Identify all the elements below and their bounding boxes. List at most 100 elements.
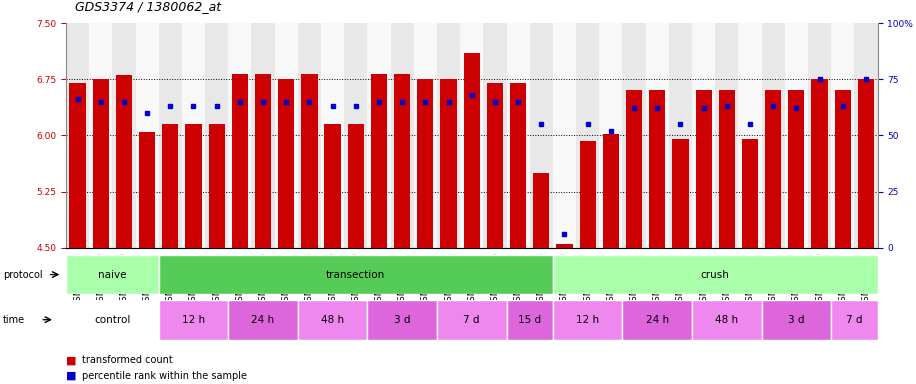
Bar xyxy=(367,300,437,340)
Bar xyxy=(209,124,224,248)
Bar xyxy=(507,23,529,248)
Bar xyxy=(533,173,550,248)
Bar xyxy=(324,124,341,248)
Bar xyxy=(394,74,410,248)
Bar xyxy=(785,23,808,248)
Bar xyxy=(553,255,878,294)
Bar xyxy=(463,53,480,248)
Bar xyxy=(669,23,692,248)
Bar xyxy=(115,76,132,248)
Text: 12 h: 12 h xyxy=(182,314,205,325)
Bar xyxy=(484,23,507,248)
Bar xyxy=(715,23,738,248)
Text: control: control xyxy=(94,314,130,325)
Bar xyxy=(301,74,318,248)
Bar xyxy=(529,23,553,248)
Bar xyxy=(205,23,228,248)
Text: 3 d: 3 d xyxy=(788,314,804,325)
Text: ■: ■ xyxy=(66,371,80,381)
Bar xyxy=(507,300,553,340)
Bar xyxy=(789,91,804,248)
Bar xyxy=(692,300,761,340)
Bar xyxy=(298,300,367,340)
Bar xyxy=(139,132,155,248)
Bar xyxy=(93,79,109,248)
Bar xyxy=(185,124,202,248)
Bar xyxy=(672,139,689,248)
Bar xyxy=(252,23,275,248)
Bar xyxy=(626,91,642,248)
Bar xyxy=(255,74,271,248)
Bar xyxy=(812,79,828,248)
Bar xyxy=(603,134,619,248)
Text: crush: crush xyxy=(701,270,730,280)
Bar xyxy=(719,91,735,248)
Bar xyxy=(89,23,113,248)
Text: 3 d: 3 d xyxy=(394,314,410,325)
Bar xyxy=(831,300,878,340)
Bar xyxy=(348,124,364,248)
Bar xyxy=(158,255,553,294)
Bar xyxy=(556,244,572,248)
Bar xyxy=(275,23,298,248)
Bar xyxy=(831,23,855,248)
Bar xyxy=(761,300,831,340)
Text: transection: transection xyxy=(326,270,386,280)
Text: 48 h: 48 h xyxy=(715,314,738,325)
Bar xyxy=(321,23,344,248)
Text: GDS3374 / 1380062_at: GDS3374 / 1380062_at xyxy=(75,0,222,13)
Bar xyxy=(66,255,158,294)
Bar xyxy=(441,79,457,248)
Bar xyxy=(692,23,715,248)
Bar xyxy=(553,23,576,248)
Text: 7 d: 7 d xyxy=(463,314,480,325)
Text: percentile rank within the sample: percentile rank within the sample xyxy=(82,371,247,381)
Bar xyxy=(460,23,484,248)
Bar xyxy=(510,83,526,248)
Bar xyxy=(834,91,851,248)
Bar xyxy=(599,23,623,248)
Bar xyxy=(742,139,758,248)
Bar xyxy=(228,23,252,248)
Text: 24 h: 24 h xyxy=(646,314,669,325)
Bar xyxy=(649,91,665,248)
Bar xyxy=(553,300,623,340)
Bar xyxy=(765,91,781,248)
Bar xyxy=(66,23,89,248)
Bar xyxy=(158,300,228,340)
Bar xyxy=(70,83,86,248)
Bar xyxy=(623,300,692,340)
Bar xyxy=(855,23,878,248)
Bar xyxy=(344,23,367,248)
Bar xyxy=(162,124,179,248)
Bar xyxy=(158,23,182,248)
Bar xyxy=(623,23,646,248)
Bar xyxy=(857,79,874,248)
Bar xyxy=(182,23,205,248)
Text: 15 d: 15 d xyxy=(518,314,541,325)
Bar xyxy=(228,300,298,340)
Bar xyxy=(418,79,433,248)
Text: naive: naive xyxy=(98,270,126,280)
Bar xyxy=(576,23,599,248)
Bar xyxy=(580,141,595,248)
Text: transformed count: transformed count xyxy=(82,355,173,365)
Text: ■: ■ xyxy=(66,355,80,365)
Bar xyxy=(232,74,248,248)
Bar xyxy=(646,23,669,248)
Bar xyxy=(136,23,158,248)
Bar xyxy=(437,300,507,340)
Bar xyxy=(298,23,321,248)
Bar xyxy=(738,23,761,248)
Text: 48 h: 48 h xyxy=(321,314,344,325)
Bar xyxy=(414,23,437,248)
Bar xyxy=(113,23,136,248)
Bar xyxy=(486,83,503,248)
Bar xyxy=(808,23,831,248)
Bar xyxy=(761,23,785,248)
Text: time: time xyxy=(3,314,25,325)
Text: 7 d: 7 d xyxy=(846,314,863,325)
Bar xyxy=(66,300,158,340)
Bar xyxy=(437,23,460,248)
Bar xyxy=(278,79,294,248)
